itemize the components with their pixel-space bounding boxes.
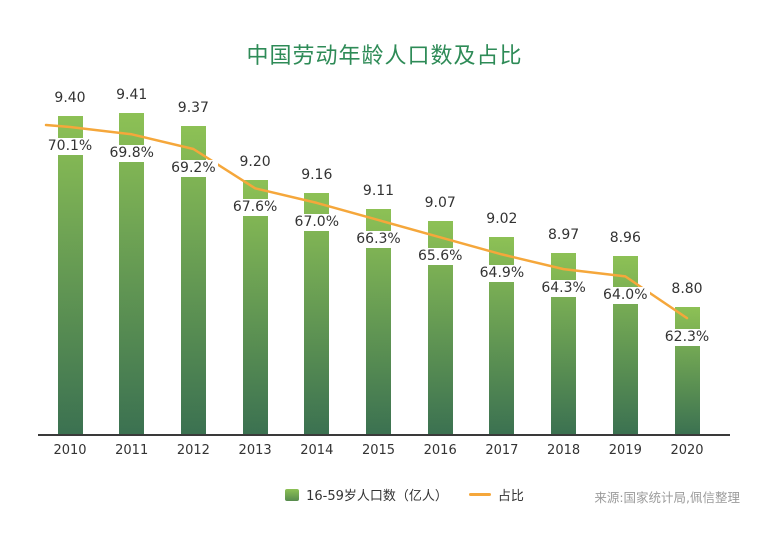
bar-value-label: 9.11 — [362, 182, 395, 199]
source-note: 来源:国家统计局,佩信整理 — [594, 490, 740, 505]
x-tick-label: 2011 — [115, 443, 149, 458]
x-tick-label: 2020 — [670, 443, 704, 458]
bar-value-label: 9.41 — [116, 86, 148, 103]
x-tick-label: 2019 — [608, 443, 642, 458]
x-tick-label: 2016 — [423, 443, 457, 458]
bar-value-label: 8.96 — [609, 230, 641, 247]
x-tick-label: 2012 — [176, 443, 210, 458]
bar — [242, 179, 268, 435]
legend: 16-59岁人口数（亿人） 占比 — [40, 485, 769, 504]
pct-label: 65.6% — [415, 248, 465, 266]
pct-label: 69.8% — [107, 145, 156, 163]
legend-line-swatch-icon — [468, 493, 491, 496]
pct-label: 66.3% — [354, 231, 403, 249]
bar-value-label: 9.07 — [424, 195, 456, 212]
pct-label: 64.0% — [601, 287, 650, 305]
x-tick-label: 2013 — [238, 443, 272, 458]
legend-bar-swatch-icon — [285, 488, 300, 501]
x-tick-label: 2018 — [547, 443, 581, 458]
x-tick-label: 2017 — [485, 443, 519, 458]
pct-label: 64.9% — [477, 265, 527, 283]
bar-value-label: 9.02 — [486, 211, 518, 228]
x-tick-label: 2015 — [361, 443, 396, 458]
x-tick-label: 2010 — [53, 443, 87, 458]
legend-line-label: 占比 — [497, 489, 524, 504]
bar — [674, 307, 700, 435]
pct-label: 67.6% — [230, 199, 280, 217]
bar — [612, 256, 638, 435]
bar-value-label: 9.40 — [54, 90, 86, 106]
pct-label: 70.1% — [45, 138, 95, 155]
bar-value-label: 9.16 — [301, 166, 333, 183]
bar-value-label: 9.20 — [239, 153, 271, 170]
bar-value-label: 8.97 — [548, 227, 580, 244]
pct-label: 67.0% — [292, 213, 342, 231]
chart-title: 中国劳动年龄人口数及占比 — [246, 44, 523, 69]
pct-label: 64.3% — [539, 280, 588, 298]
pct-label: 69.2% — [169, 160, 218, 178]
legend-bar-label: 16-59岁人口数（亿人） — [306, 489, 448, 504]
x-tick-label: 2014 — [300, 443, 334, 458]
bar-value-label: 9.37 — [177, 99, 209, 116]
bar — [57, 116, 83, 435]
bar-value-label: 8.80 — [671, 281, 703, 298]
pct-label: 62.3% — [662, 329, 712, 347]
x-axis-line — [38, 434, 730, 436]
